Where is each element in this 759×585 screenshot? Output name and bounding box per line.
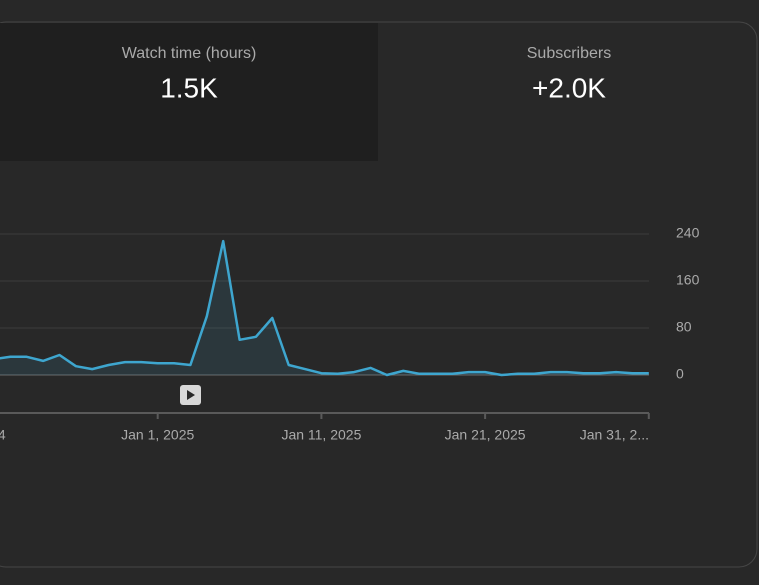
metric-label: Watch time (hours) — [122, 45, 257, 62]
metric-value: 1.5K — [160, 72, 218, 103]
y-tick-label: 80 — [676, 319, 692, 335]
metric-card-selected[interactable] — [0, 23, 378, 161]
x-tick-label: Jan 1, 2025 — [121, 427, 194, 443]
y-tick-label: 240 — [676, 225, 700, 241]
line — [0, 239, 649, 377]
y-tick-label: 0 — [676, 366, 684, 382]
x-tick-label: Jan 11, 2025 — [281, 427, 361, 443]
metric-value: +2.0K — [532, 72, 606, 103]
x-tick-label: Jan 21, 2025 — [445, 427, 526, 443]
video-marker[interactable] — [180, 385, 201, 405]
x-tick-label: Jan 31, 2... — [580, 427, 649, 443]
area — [0, 241, 649, 375]
x-tick-label: 024 — [0, 427, 6, 443]
metric-label: Subscribers — [527, 45, 611, 62]
y-tick-label: 160 — [676, 272, 700, 288]
